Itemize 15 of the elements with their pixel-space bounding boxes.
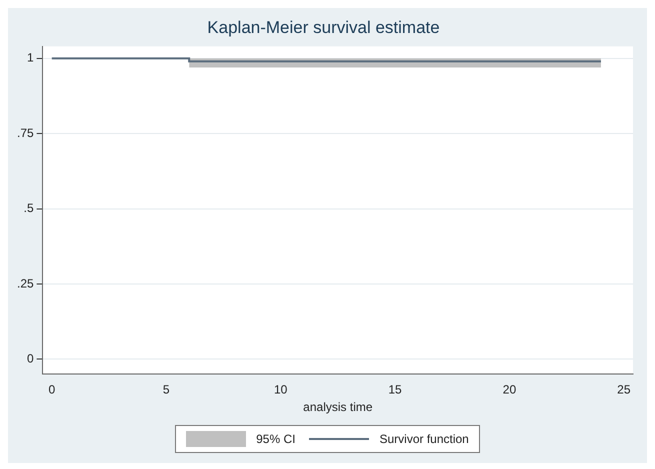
y-tick-label: .25 — [16, 276, 34, 290]
text: 95% CI — [256, 432, 296, 446]
y-tick-label: .5 — [24, 201, 34, 216]
x-tick-label: 25 — [617, 382, 631, 397]
x-tick-label: 20 — [502, 382, 516, 397]
x-tick-label: 5 — [162, 382, 170, 397]
x-tick-label: 0 — [48, 382, 56, 397]
y-tick-label: 0 — [26, 351, 34, 366]
x-axis-title: analysis time — [303, 400, 373, 414]
legend-label: Survivor function — [379, 432, 469, 446]
x-tick-label: 15 — [388, 382, 402, 397]
y-tick-label: 1 — [26, 50, 34, 65]
x-tick-label: 10 — [274, 382, 288, 397]
y-tick-label: .75 — [16, 126, 34, 140]
chart-title: Kaplan-Meier survival estimate — [207, 18, 440, 37]
